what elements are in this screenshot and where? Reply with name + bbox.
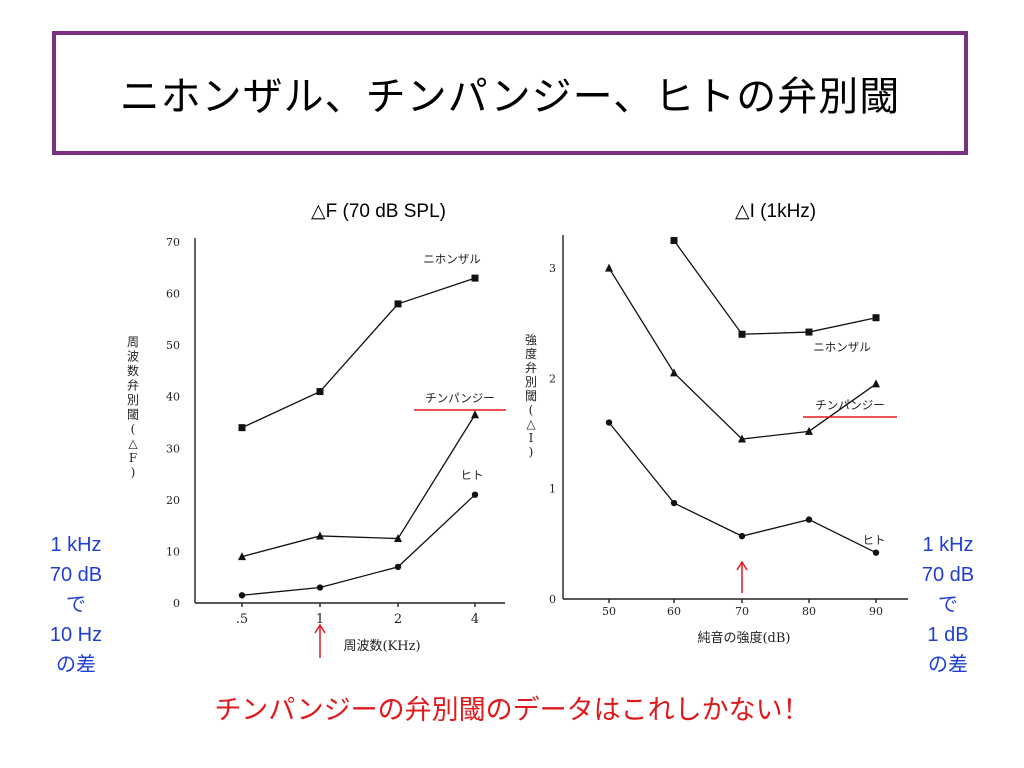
- triangle-marker: [238, 552, 246, 561]
- square-marker: [316, 388, 324, 396]
- circle-marker: [670, 499, 678, 507]
- chart-right: 0 1 2 3 50 60 70 80 90 純音の強度(dB) 強度弁別閾(△ I) ニホンザルチンパ…: [525, 235, 908, 646]
- y-tick-label: 10: [166, 545, 180, 558]
- x-tick-label: 70: [735, 605, 749, 618]
- square-marker: [394, 300, 402, 308]
- y-tick-label: 0: [549, 593, 556, 606]
- left-note-line: の差: [56, 654, 96, 676]
- left-note-line: 10 Hz: [49, 624, 103, 646]
- circle-marker: [471, 491, 479, 498]
- y-tick-label: 40: [166, 391, 180, 404]
- slide-title: ニホンザル、チンパンジー、ヒトの弁別閾: [119, 74, 901, 120]
- circle-marker: [805, 516, 813, 523]
- x-tick-label: .5: [236, 612, 248, 627]
- circle-marker: [394, 563, 402, 571]
- right-note-line: で: [938, 594, 958, 616]
- left-note-line: 70 dB: [49, 564, 103, 586]
- right-note: 1 kHz 70 dB で 1 dB の差: [908, 530, 988, 680]
- triangle-marker: [805, 426, 813, 435]
- triangle-marker: [738, 434, 746, 443]
- series-label: ニホンザル: [423, 252, 481, 266]
- y-tick-label: 60: [166, 288, 180, 301]
- series-label: チンパンジー: [425, 391, 495, 405]
- series-label: ヒト: [461, 468, 484, 482]
- triangle-marker: [872, 379, 880, 388]
- triangle-marker: [316, 531, 324, 540]
- chart-left-title: △F (70 dB SPL): [311, 201, 446, 222]
- x-tick-label: 90: [869, 605, 883, 618]
- x-tick-label: 4: [471, 612, 479, 627]
- square-marker: [238, 424, 246, 432]
- series-label: チンパンジー: [815, 398, 885, 412]
- square-marker: [872, 314, 880, 322]
- x-tick-label: 60: [667, 605, 681, 618]
- y-tick-label: 50: [166, 339, 180, 352]
- triangle-marker: [394, 534, 402, 543]
- y-axis-label: 強度弁別閾(△ I): [525, 333, 537, 459]
- series-line: [673, 240, 877, 335]
- x-axis-label: 周波数(KHz): [343, 639, 420, 654]
- arrow-head: [736, 560, 748, 571]
- left-note-line: 1 kHz: [50, 534, 102, 556]
- series-label: ヒト: [863, 533, 886, 547]
- circle-marker: [738, 532, 746, 540]
- right-note-line: 1 kHz: [922, 534, 974, 556]
- arrow-head: [314, 623, 326, 634]
- square-marker: [738, 330, 746, 338]
- left-note: 1 kHz 70 dB で 10 Hz の差: [36, 530, 116, 680]
- right-note-line: 1 dB: [927, 624, 969, 646]
- right-note-line: の差: [928, 654, 968, 676]
- y-tick-label: 70: [166, 236, 180, 249]
- footer-note: チンパンジーの弁別閾のデータはこれしかない！: [214, 695, 810, 726]
- square-marker: [471, 274, 479, 282]
- y-tick-label: 20: [166, 494, 180, 507]
- y-tick-label: 3: [549, 262, 556, 275]
- left-note-line: で: [66, 594, 86, 616]
- x-tick-label: 80: [802, 605, 816, 618]
- y-tick-label: 0: [173, 597, 180, 610]
- square-marker: [670, 237, 678, 245]
- triangle-marker: [670, 368, 678, 377]
- x-tick-label: 1: [316, 612, 324, 627]
- x-tick-label: 50: [602, 605, 616, 618]
- series-label: ニホンザル: [813, 340, 871, 354]
- circle-marker: [605, 419, 613, 426]
- y-tick-label: 30: [166, 442, 180, 455]
- chart-right-title: △I (1kHz): [735, 201, 817, 222]
- series-line: [241, 414, 476, 558]
- right-note-line: 70 dB: [921, 564, 975, 586]
- x-tick-label: 2: [394, 612, 402, 627]
- triangle-marker: [471, 410, 479, 419]
- y-tick-label: 1: [549, 483, 556, 496]
- circle-marker: [872, 549, 880, 556]
- y-tick-label: 2: [549, 372, 556, 385]
- circle-marker: [316, 584, 324, 591]
- chart-left: 0 10 20 30 40 50 60 70 .5 1 2 4 周波数(KHz) 周波数弁別閾(△ F) ニホ…: [127, 236, 506, 658]
- x-axis-label: 純音の強度(dB): [697, 630, 790, 646]
- series-line: [241, 277, 476, 429]
- y-axis-label: 周波数弁別閾(△ F): [127, 335, 139, 480]
- triangle-marker: [605, 263, 613, 272]
- circle-marker: [238, 592, 246, 599]
- series-line: [241, 494, 476, 596]
- title-box: ニホンザル、チンパンジー、ヒトの弁別閾: [52, 31, 968, 155]
- square-marker: [805, 328, 813, 336]
